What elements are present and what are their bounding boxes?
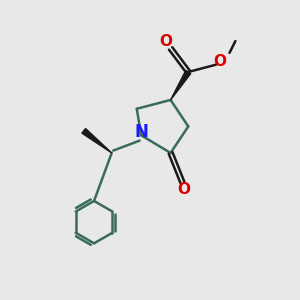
- Text: O: O: [160, 34, 173, 50]
- Text: N: N: [134, 123, 148, 141]
- Polygon shape: [171, 70, 191, 100]
- Text: O: O: [214, 54, 226, 69]
- Text: O: O: [177, 182, 190, 197]
- Polygon shape: [82, 129, 112, 153]
